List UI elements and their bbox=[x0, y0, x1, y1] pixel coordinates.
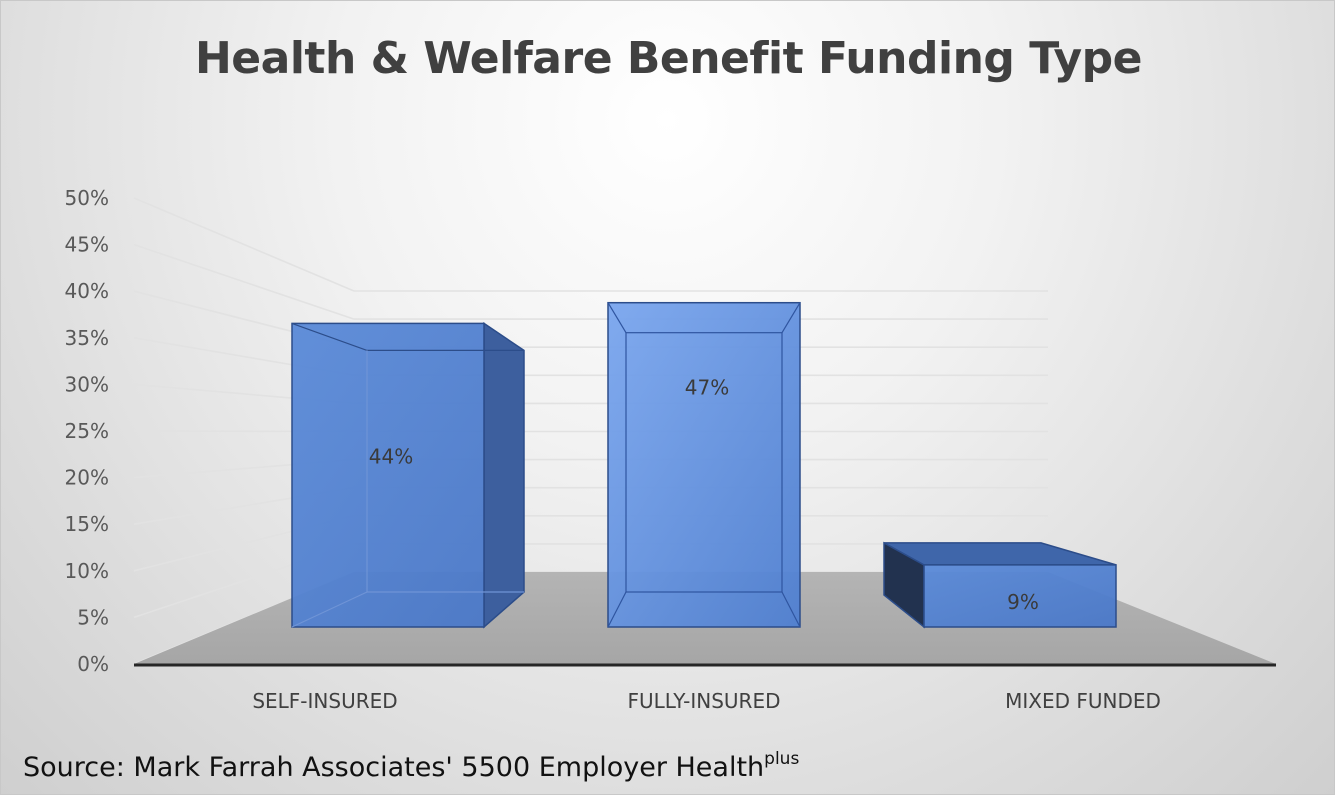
chart-title: Health & Welfare Benefit Funding Type bbox=[194, 33, 1143, 84]
gridline-side bbox=[133, 243, 355, 320]
data-label: 9% bbox=[1007, 590, 1039, 614]
bar-edge bbox=[607, 591, 627, 628]
y-tick-label: 25% bbox=[65, 419, 109, 443]
y-tick-label: 35% bbox=[65, 326, 109, 350]
bar-inner-edge bbox=[625, 332, 783, 593]
x-category-label: MIXED FUNDED bbox=[1005, 689, 1161, 713]
bars-layer bbox=[291, 301, 1117, 629]
y-tick-label: 5% bbox=[77, 605, 109, 629]
y-tick-label: 30% bbox=[65, 372, 109, 396]
bar-edge bbox=[781, 302, 801, 334]
x-category-label: FULLY-INSURED bbox=[628, 689, 781, 713]
bar-front-face bbox=[607, 301, 801, 628]
bar-front-face bbox=[923, 564, 1117, 628]
y-tick-label: 50% bbox=[65, 186, 109, 210]
bar-inner-edge bbox=[291, 591, 368, 628]
labels-layer: 0% 5% 10% 15% 20% 25% 30% 35% 40% 45% 50% 44% SELF-I… bbox=[65, 186, 1161, 713]
x-category-label: SELF-INSURED bbox=[252, 689, 397, 713]
y-tick-label: 15% bbox=[65, 512, 109, 536]
bar-side-face bbox=[483, 321, 525, 629]
source-superscript: plus bbox=[764, 749, 800, 769]
bar-mixed-funded bbox=[883, 541, 1117, 629]
gridline-side bbox=[133, 197, 355, 292]
y-tick-label: 10% bbox=[65, 559, 109, 583]
bar-self-insured bbox=[291, 321, 525, 629]
data-label: 44% bbox=[369, 444, 413, 468]
y-tick-label: 40% bbox=[65, 279, 109, 303]
data-label: 47% bbox=[685, 376, 729, 400]
source-note: Source: Mark Farrah Associates' 5500 Emp… bbox=[23, 749, 799, 783]
bar-edge bbox=[781, 591, 801, 628]
y-tick-label: 45% bbox=[65, 233, 109, 257]
bar-front-face bbox=[291, 322, 485, 628]
bar-fully-insured bbox=[607, 301, 801, 628]
bar-top-face bbox=[883, 542, 1117, 566]
source-text: Source: Mark Farrah Associates' 5500 Emp… bbox=[23, 752, 765, 783]
y-tick-label: 0% bbox=[77, 652, 109, 676]
bar-edge bbox=[607, 302, 627, 334]
y-tick-label: 20% bbox=[65, 466, 109, 490]
